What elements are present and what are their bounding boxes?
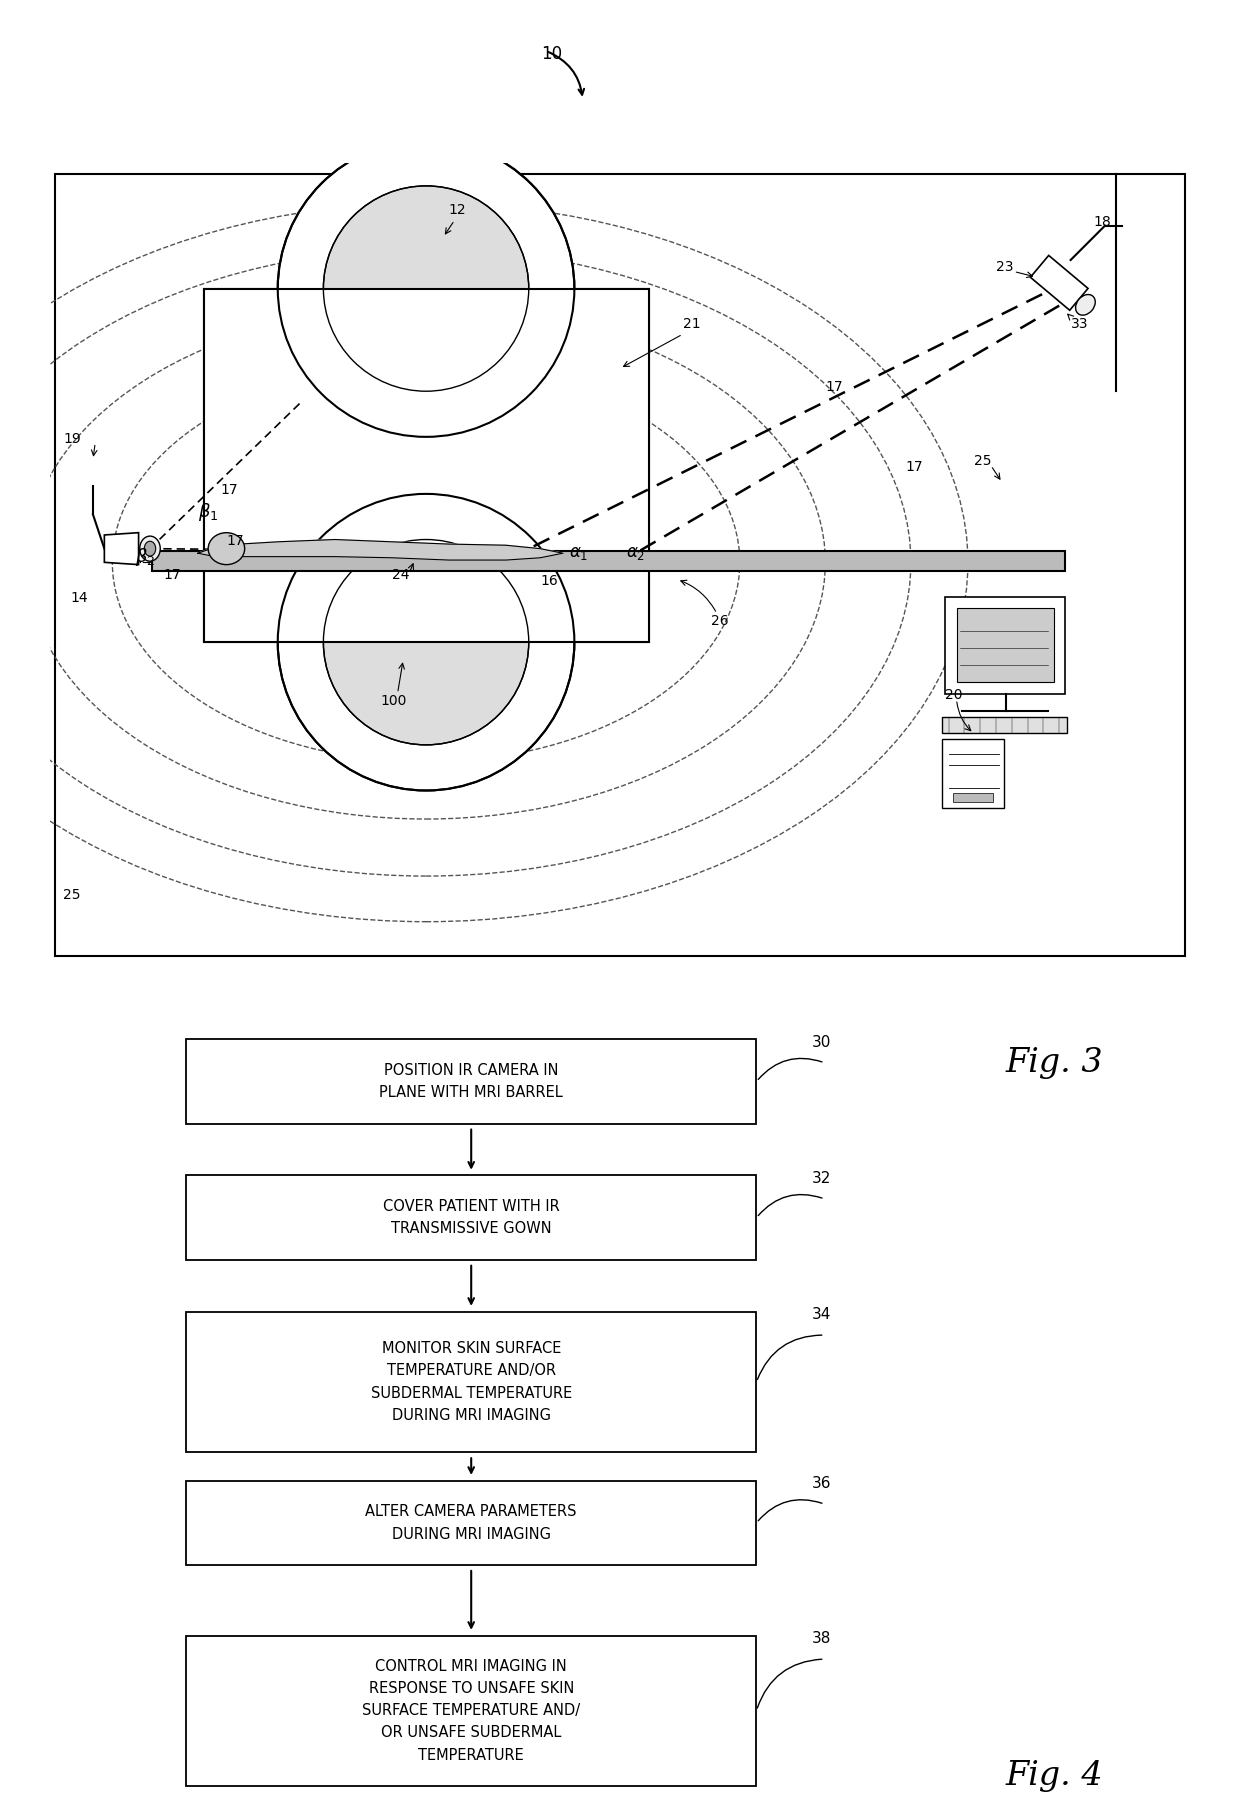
- Text: 25: 25: [973, 454, 991, 468]
- Text: $\alpha_2$: $\alpha_2$: [626, 544, 645, 562]
- Text: 21: 21: [683, 317, 701, 332]
- Bar: [941, 718, 1068, 733]
- Bar: [186, 1480, 756, 1565]
- Ellipse shape: [278, 140, 574, 437]
- Text: $\alpha_1$: $\alpha_1$: [569, 544, 588, 562]
- Text: 20: 20: [945, 688, 962, 702]
- Text: 17: 17: [221, 483, 238, 497]
- Text: 25: 25: [63, 887, 81, 902]
- Text: 26: 26: [712, 615, 729, 628]
- Ellipse shape: [1075, 294, 1095, 316]
- Text: 24: 24: [392, 568, 409, 582]
- Text: 30: 30: [812, 1034, 832, 1050]
- Text: 17: 17: [905, 461, 923, 473]
- Text: 16: 16: [541, 575, 558, 588]
- Text: 33: 33: [1070, 317, 1089, 332]
- Bar: [956, 608, 1054, 682]
- Bar: [203, 288, 649, 642]
- Bar: [954, 793, 993, 802]
- Text: CONTROL MRI IMAGING IN
RESPONSE TO UNSAFE SKIN
SURFACE TEMPERATURE AND/
OR UNSAF: CONTROL MRI IMAGING IN RESPONSE TO UNSAF…: [362, 1658, 580, 1763]
- Text: Fig. 4: Fig. 4: [1006, 1760, 1102, 1792]
- Text: 10: 10: [541, 45, 563, 63]
- Text: 18: 18: [1094, 214, 1111, 229]
- Text: POSITION IR CAMERA IN
PLANE WITH MRI BARREL: POSITION IR CAMERA IN PLANE WITH MRI BAR…: [379, 1063, 563, 1099]
- Text: 100: 100: [381, 695, 407, 707]
- Ellipse shape: [208, 533, 244, 564]
- Bar: [186, 1312, 756, 1453]
- Text: 36: 36: [812, 1477, 832, 1491]
- Text: 34: 34: [812, 1306, 832, 1322]
- Text: 32: 32: [812, 1170, 832, 1186]
- Text: 38: 38: [812, 1631, 832, 1645]
- Bar: [186, 1636, 756, 1785]
- Bar: [153, 551, 1065, 571]
- Bar: [186, 1039, 756, 1125]
- Text: 17: 17: [227, 535, 244, 548]
- Ellipse shape: [278, 493, 574, 791]
- Text: MONITOR SKIN SURFACE
TEMPERATURE AND/OR
SUBDERMAL TEMPERATURE
DURING MRI IMAGING: MONITOR SKIN SURFACE TEMPERATURE AND/OR …: [371, 1341, 572, 1422]
- Text: $\beta_2$: $\beta_2$: [135, 546, 155, 568]
- Ellipse shape: [140, 537, 160, 561]
- Ellipse shape: [324, 185, 528, 392]
- Ellipse shape: [324, 539, 528, 746]
- Text: $\beta_1$: $\beta_1$: [198, 501, 218, 522]
- Text: 12: 12: [449, 203, 466, 218]
- Bar: [941, 738, 1004, 807]
- Bar: [203, 288, 649, 642]
- Polygon shape: [104, 533, 139, 564]
- Polygon shape: [1030, 256, 1087, 310]
- Text: 23: 23: [997, 261, 1014, 274]
- Ellipse shape: [144, 541, 156, 557]
- Text: 17: 17: [164, 568, 181, 582]
- Polygon shape: [198, 539, 563, 561]
- Text: ALTER CAMERA PARAMETERS
DURING MRI IMAGING: ALTER CAMERA PARAMETERS DURING MRI IMAGI…: [366, 1504, 577, 1542]
- Bar: [203, 288, 649, 642]
- Text: 19: 19: [63, 432, 81, 446]
- Bar: [186, 1175, 756, 1261]
- Text: Fig. 3: Fig. 3: [1006, 1047, 1102, 1079]
- Text: COVER PATIENT WITH IR
TRANSMISSIVE GOWN: COVER PATIENT WITH IR TRANSMISSIVE GOWN: [383, 1199, 559, 1237]
- Text: 17: 17: [826, 381, 843, 394]
- Text: 14: 14: [71, 591, 88, 606]
- Bar: [945, 597, 1065, 693]
